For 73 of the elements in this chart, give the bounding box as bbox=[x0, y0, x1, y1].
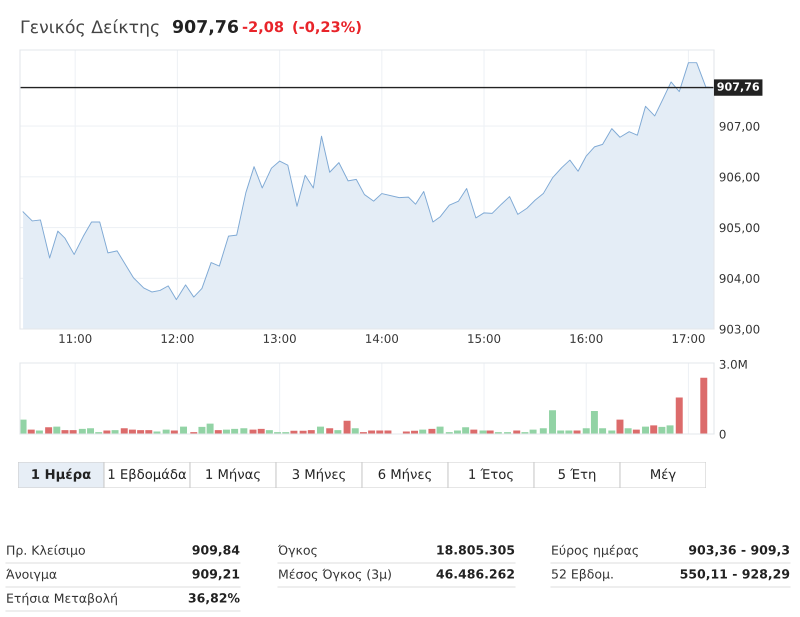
y-tick-label: 905,00 bbox=[720, 223, 760, 234]
bar bbox=[162, 430, 170, 434]
bar bbox=[352, 428, 359, 434]
bar bbox=[170, 430, 178, 434]
x-tick-label: 12:00 bbox=[162, 334, 194, 343]
bar bbox=[650, 425, 658, 434]
category-label: 1 Ημέρα bbox=[32, 468, 91, 482]
x-tick-label: 14:00 bbox=[366, 334, 398, 343]
bar bbox=[480, 430, 486, 434]
category-label: Πρ. Κλείσιμο bbox=[7, 544, 85, 558]
bar bbox=[608, 430, 616, 434]
bar bbox=[419, 430, 426, 434]
bar bbox=[45, 427, 52, 434]
category-label: 1 Εβδομάδα bbox=[108, 468, 186, 482]
category-label: 1 Έτος bbox=[469, 468, 513, 482]
bar bbox=[574, 430, 581, 434]
text: 46.486.262 bbox=[436, 569, 514, 579]
bar bbox=[20, 420, 27, 434]
category-label: Μέγ bbox=[651, 468, 676, 482]
bar bbox=[112, 430, 119, 434]
bar bbox=[36, 430, 43, 434]
category-label: Ετήσια Μεταβολή bbox=[7, 592, 117, 606]
category-label: 52 Εβδομ. bbox=[552, 568, 613, 582]
y-tick-label: 3.0M bbox=[720, 360, 747, 369]
text: (-0,23%) bbox=[293, 20, 361, 34]
bar bbox=[436, 426, 444, 434]
bar bbox=[334, 430, 342, 434]
bar bbox=[624, 428, 632, 434]
bar bbox=[486, 430, 494, 434]
x-tick-label: 11:00 bbox=[59, 334, 92, 343]
y-tick-label: 904,00 bbox=[720, 274, 760, 284]
bar bbox=[642, 426, 650, 434]
x-tick-label: 17:00 bbox=[672, 334, 705, 343]
bar bbox=[344, 420, 351, 434]
y-tick-label: 906,00 bbox=[720, 172, 760, 183]
bar bbox=[632, 430, 640, 434]
text: 36,82% bbox=[188, 593, 240, 604]
chart-title: Γενικός Δείκτης bbox=[22, 19, 158, 37]
category-label: Εύρος ημέρας bbox=[552, 544, 638, 558]
bar bbox=[240, 428, 248, 434]
category-label: 5 Έτη bbox=[558, 468, 596, 482]
text: 18.805.305 bbox=[437, 545, 514, 555]
text: -2,08 bbox=[242, 21, 284, 34]
text: 903,36 - 909,3 bbox=[688, 545, 790, 556]
bar bbox=[616, 420, 624, 434]
bar bbox=[540, 428, 547, 434]
category-label: 3 Μήνες bbox=[292, 468, 345, 482]
bar bbox=[326, 428, 334, 434]
bar bbox=[103, 430, 110, 434]
ref-line-label: 907,76 bbox=[717, 82, 760, 92]
category-label: Όγκος bbox=[278, 544, 317, 558]
bar bbox=[676, 398, 683, 434]
y-tick-label: 907,00 bbox=[720, 122, 760, 132]
bar bbox=[700, 378, 708, 434]
x-tick-label: 13:00 bbox=[264, 334, 296, 343]
category-label: Άνοιγμα bbox=[6, 568, 57, 582]
x-tick-label: 15:00 bbox=[468, 334, 500, 343]
y-tick-label: 903,00 bbox=[720, 324, 760, 335]
bar bbox=[53, 426, 60, 434]
chart-subtitle: 907,76 bbox=[172, 20, 238, 36]
category-label: Μέσος Όγκος (3μ) bbox=[279, 568, 391, 582]
bar bbox=[180, 426, 188, 434]
bar bbox=[470, 430, 478, 434]
text: 909,21 bbox=[192, 569, 240, 580]
x-tick-label: 16:00 bbox=[570, 334, 602, 343]
bar bbox=[317, 426, 324, 434]
y-tick-label: 0 bbox=[720, 430, 726, 439]
text: 550,11 - 928,29 bbox=[680, 569, 790, 580]
bar bbox=[428, 428, 436, 434]
bar bbox=[214, 430, 222, 434]
category-label: 1 Μήνας bbox=[206, 468, 260, 482]
category-label: 6 Μήνες bbox=[378, 468, 431, 482]
text: 909,84 bbox=[192, 545, 240, 556]
